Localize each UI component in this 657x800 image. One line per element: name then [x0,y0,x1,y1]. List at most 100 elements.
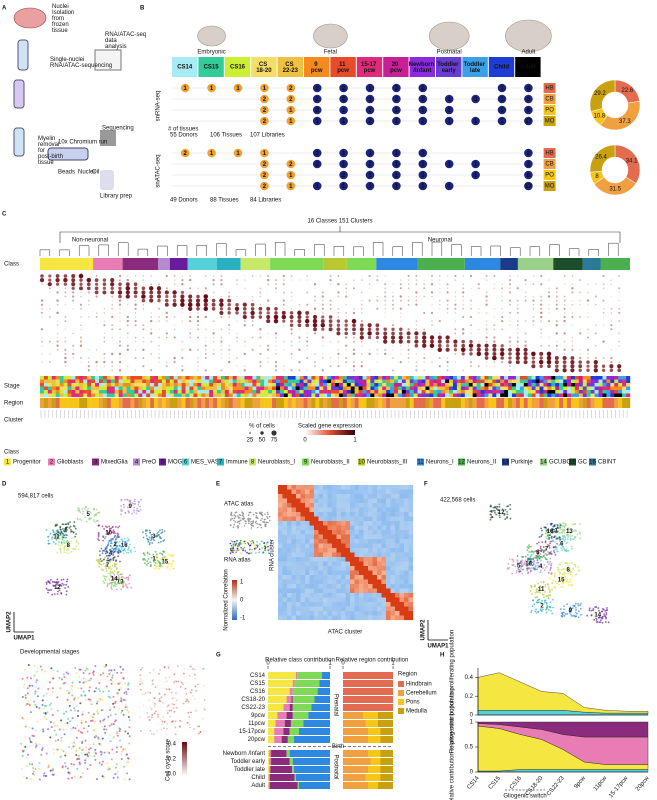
stage-cell [91,383,96,387]
region-cell [83,398,88,408]
stage-cell [374,379,379,384]
umap-point [65,590,68,593]
dot [180,302,185,307]
tissue-count [471,116,480,126]
cycle-point [153,697,156,699]
stage-cell [146,376,151,380]
stage-cell [110,376,115,380]
stage-cell [150,376,155,380]
dot [406,339,411,344]
class-bar [464,258,501,270]
dot [609,368,614,373]
stage-point [63,681,66,684]
dot [72,295,75,298]
cluster-label: 12 [54,585,61,591]
stage-cell [358,379,363,384]
dot [156,286,162,291]
atlas-point [268,515,271,518]
stage-cell [449,383,454,387]
dot [56,324,59,326]
tissue-count [365,116,375,126]
heat-cell [390,552,396,558]
heat-cell [350,557,355,562]
region-cell [256,398,261,408]
umap-point [63,548,66,551]
dot [392,295,394,298]
stage-point [120,746,123,749]
stage-cell [484,386,489,391]
stage-point [60,719,63,722]
heat-cell [354,512,360,517]
stage-cell [342,386,347,391]
dot [501,299,504,302]
umap-point [120,513,122,516]
dot [141,290,146,295]
dot [235,311,239,315]
tissue-count [339,181,348,191]
stage-cell [213,393,218,398]
umap-point [66,580,68,583]
heat-cell [309,485,315,490]
dot [501,287,504,290]
stage-cell [59,390,64,394]
heat-cell [354,489,360,495]
stage-cell [43,383,49,387]
stage-cell [602,383,607,387]
atlas-point [230,511,233,514]
stage-point [34,742,37,745]
region-cell [602,398,607,408]
stage-point [83,681,86,684]
stage-point [69,690,72,693]
stage-point [51,714,54,717]
dot [150,353,153,355]
umap-point [64,587,66,589]
stage-point [51,687,54,690]
dot [555,344,558,347]
stage-cell [492,390,497,394]
heat-cell [314,561,319,567]
dot [48,340,51,343]
stage-point [77,754,80,757]
umap-point [117,574,120,577]
umap-point [146,560,149,563]
heat-cell [291,530,297,535]
heat-cell [296,494,301,499]
dot [399,361,402,364]
dot [353,279,355,281]
stage-cell [264,383,269,387]
stage-point [27,700,30,703]
umap-point [142,536,145,539]
panel-label: B [140,6,145,12]
dot [282,299,285,302]
stage-cell [480,376,485,380]
dot [79,344,83,347]
stage-cell [508,376,513,380]
dot [189,319,192,323]
stage-cell [614,383,619,387]
heat-cell [372,485,378,490]
heat-cell [350,503,355,508]
stage-cell [319,393,324,398]
dot [352,365,356,368]
dot [391,331,395,336]
dot [79,278,83,282]
stage-point [42,711,45,714]
stage-cell [217,390,222,394]
tissue-count-label: 1 [184,86,188,92]
dot [290,369,293,372]
stage-cell [519,379,524,384]
dot [415,320,418,322]
umap-point [158,561,161,564]
stage-cell [417,390,422,394]
heat-cell [404,494,409,499]
dot [275,349,277,351]
heat-cell [318,534,324,540]
heat-cell [291,512,297,517]
stage-cell [59,376,64,380]
heat-cell [395,525,400,531]
heat-cell [341,566,346,571]
dot [352,352,356,356]
heat-cell [363,498,369,504]
stage-point [107,768,110,771]
umap-point [114,550,116,553]
